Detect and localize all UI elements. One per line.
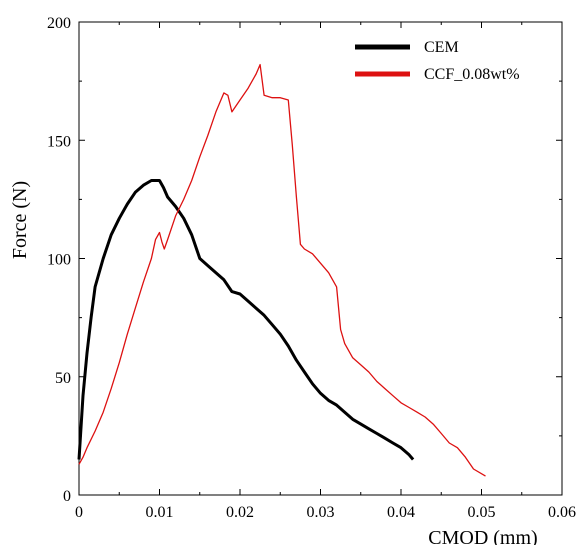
x-tick-label: 0.03 (307, 504, 335, 521)
x-axis-title: CMOD (mm) (428, 527, 537, 545)
legend-label-ccf: CCF_0.08wt% (424, 66, 520, 83)
x-tick-label: 0 (75, 504, 83, 521)
x-tick-label: 0.05 (468, 504, 496, 521)
y-tick-label: 50 (55, 370, 71, 387)
y-tick-label: 0 (63, 488, 71, 505)
series-line-cem (77, 179, 415, 461)
y-tick-label: 100 (47, 252, 71, 269)
y-tick-label: 150 (47, 133, 71, 150)
x-axis: 0 0.01 0.02 0.03 0.04 0.05 0.06 (75, 22, 576, 521)
y-axis-title: Force (N) (9, 181, 31, 259)
series-line-ccf-0-08wt- (78, 63, 486, 477)
x-tick-label: 0.02 (226, 504, 254, 521)
legend: CEM CCF_0.08wt% (355, 39, 520, 83)
x-tick-label: 0.04 (387, 504, 415, 521)
x-tick-label: 0.06 (548, 504, 576, 521)
legend-label-cem: CEM (424, 39, 459, 56)
y-axis: 0 50 100 150 200 (47, 15, 562, 505)
x-tick-label: 0.01 (146, 504, 174, 521)
series-layer (77, 63, 486, 477)
y-tick-label: 200 (47, 15, 71, 32)
